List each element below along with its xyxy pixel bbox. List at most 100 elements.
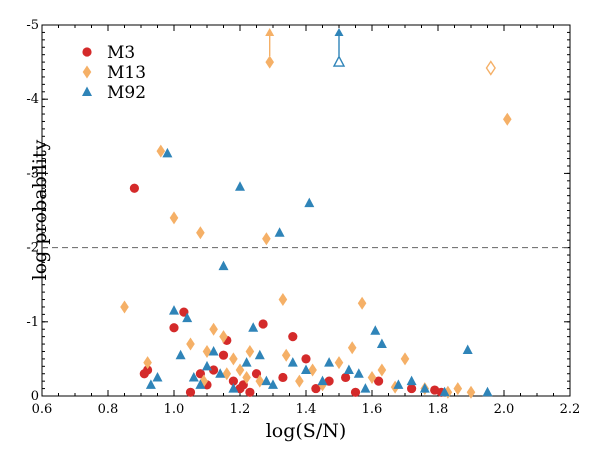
x-tick-label: 1.2 <box>230 402 251 417</box>
m92-point <box>152 371 163 382</box>
m3-point <box>350 387 361 397</box>
m13-point <box>357 296 367 310</box>
m13-point <box>347 341 357 355</box>
m13-point <box>235 363 245 377</box>
m92-point <box>218 260 229 271</box>
m92-point <box>195 379 206 389</box>
limit-arrow-head <box>265 28 275 36</box>
m3-point <box>278 372 288 383</box>
m3-point <box>218 350 229 360</box>
m13-point <box>334 356 344 370</box>
m13-point <box>245 344 255 358</box>
axis-ticks: 0.6 0.8 1.0 1.2 1.4 1.6 1.8 2.0 2.2 0 -1 -2 -3 -4 -5 <box>26 18 580 417</box>
m13-point <box>281 348 291 362</box>
m13-point <box>295 374 304 388</box>
y-tick-label: 0 <box>31 389 39 404</box>
x-tick-label: 0.6 <box>32 402 53 417</box>
y-tick-label: -3 <box>26 166 39 181</box>
m3-point <box>311 383 321 394</box>
m13-point <box>377 363 387 377</box>
m13-point <box>202 344 212 358</box>
m92-point <box>304 197 315 208</box>
data-points <box>120 28 512 399</box>
legend-marker-m3 <box>82 47 92 57</box>
m13-point <box>242 370 251 384</box>
x-tick-label: 1.4 <box>296 402 317 417</box>
m92-point <box>208 345 219 356</box>
m92-point <box>175 349 186 360</box>
x-tick-label: 1.0 <box>164 402 185 417</box>
m13-point <box>209 322 218 336</box>
m92-point <box>261 375 272 386</box>
legend-label-m3: M3 <box>107 43 135 63</box>
m92-point <box>274 227 285 237</box>
m13-point <box>120 300 129 314</box>
m92-point <box>393 379 404 389</box>
m92-limit-point <box>332 55 346 67</box>
m3-point <box>324 376 334 386</box>
m92-point <box>360 383 371 393</box>
m92-point <box>287 357 298 367</box>
m3-point <box>374 376 384 386</box>
m13-point <box>156 144 166 158</box>
m92-point <box>182 312 193 323</box>
m13-point <box>503 112 512 126</box>
m92-point <box>462 344 473 354</box>
m92-point <box>317 375 328 386</box>
m3-point <box>407 383 417 394</box>
m3-point <box>258 319 268 329</box>
m13-point <box>229 352 238 366</box>
m92-point <box>248 322 259 332</box>
limit-arrow-head <box>334 28 344 36</box>
m92-point <box>353 368 364 378</box>
m13-point <box>400 352 410 366</box>
y-tick-label: -1 <box>26 315 39 330</box>
m92-point <box>241 357 252 367</box>
m13-point <box>453 382 463 396</box>
x-tick-label: 2.2 <box>560 402 581 417</box>
x-tick-label: 1.8 <box>428 402 449 417</box>
m92-point <box>376 338 387 349</box>
m92-point <box>324 357 335 367</box>
m3-point <box>179 307 189 317</box>
m92-point <box>169 305 179 315</box>
m92-point <box>268 379 278 389</box>
m3-point <box>185 387 196 397</box>
m3-point <box>129 183 139 193</box>
m92-point <box>439 386 450 397</box>
legend-label-m92: M92 <box>107 83 146 103</box>
m13-point <box>196 226 205 240</box>
m92-point <box>162 147 173 158</box>
m3-point <box>228 376 238 386</box>
m92-point <box>419 383 430 393</box>
m3-point <box>238 380 248 390</box>
m3-point <box>143 365 153 375</box>
legend-label-m13: M13 <box>107 63 146 83</box>
m13-point <box>186 337 195 351</box>
m13-limit-point <box>265 55 274 69</box>
m13-point <box>308 363 317 377</box>
m13-point <box>466 385 476 399</box>
m3-point <box>195 369 205 379</box>
m92-point <box>215 368 226 378</box>
m92-point <box>145 379 156 389</box>
m3-point <box>245 387 255 397</box>
m13-point <box>222 367 232 381</box>
x-axis-label: log(S/N) <box>266 420 347 442</box>
m92-point <box>406 375 417 386</box>
y-tick-label: -4 <box>26 92 39 107</box>
y-axis-label: log probability <box>29 139 51 280</box>
m13-point <box>219 330 228 344</box>
m13-point <box>367 370 377 384</box>
m13-point <box>143 356 152 370</box>
m13-point <box>199 374 208 388</box>
m3-point <box>341 372 351 383</box>
legend-marker-m13 <box>82 65 92 79</box>
m92-point <box>202 360 212 371</box>
m92-point <box>343 364 354 375</box>
m92-point <box>228 383 239 393</box>
x-tick-label: 1.6 <box>362 402 383 417</box>
x-tick-label: 2.0 <box>494 402 515 417</box>
